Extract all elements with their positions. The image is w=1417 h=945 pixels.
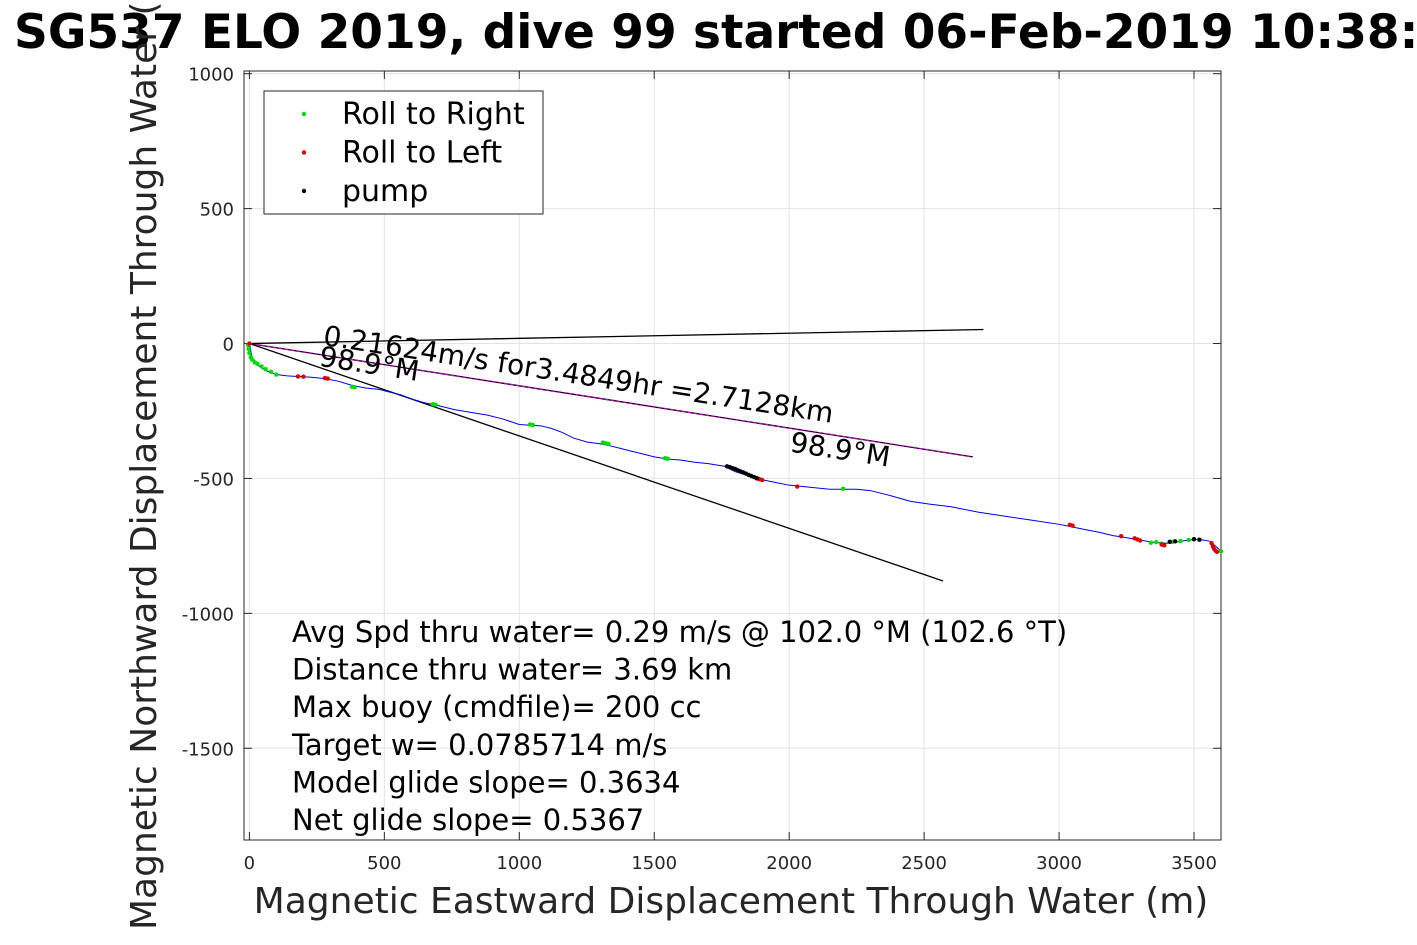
- x-tick-label: 2000: [766, 853, 812, 874]
- depth-avg-current-overlay: [249, 342, 973, 458]
- series-layer: [245, 341, 1224, 555]
- y-tick-label: -1500: [182, 739, 234, 760]
- y-tick-label: -1000: [182, 604, 234, 625]
- roll-to-left-point: [301, 374, 306, 379]
- roll-to-right-point: [263, 366, 268, 372]
- stats-line: Avg Spd thru water= 0.29 m/s @ 102.0 °M …: [292, 615, 1067, 649]
- roll-to-right-point: [255, 361, 260, 366]
- x-tick-label: 1000: [496, 853, 542, 874]
- roll-to-right-point: [247, 350, 252, 356]
- roll-to-right-point: [1148, 540, 1154, 545]
- pump-point: [1191, 536, 1197, 542]
- roll-to-left-point: [1118, 533, 1124, 539]
- x-tick-label: 500: [367, 853, 401, 874]
- stats-line: Target w= 0.0785714 m/s: [291, 728, 667, 762]
- stats-line: Model glide slope= 0.3634: [292, 765, 680, 799]
- x-tick-label: 1500: [631, 853, 677, 874]
- y-axis-label: Magnetic Northward Displacement Through …: [124, 1, 165, 930]
- roll-to-right-point: [246, 346, 251, 352]
- grid-layer: [244, 71, 1221, 840]
- roll-to-right-point: [259, 364, 264, 369]
- roll-to-right-point: [665, 456, 670, 461]
- plot-area: [243, 70, 1222, 841]
- roll-to-right-point: [268, 369, 274, 375]
- tick-layer: 0 500 1000 1500 2000 2500 3000 3500 1000 500 0 -500…: [182, 65, 1221, 874]
- roll-to-left-point: [247, 341, 252, 346]
- roll-to-right-point: [1218, 549, 1224, 554]
- pump-point: [1167, 539, 1172, 545]
- roll-to-right-point: [433, 402, 438, 407]
- line-layer: [249, 328, 984, 582]
- track-line: [248, 343, 1222, 552]
- legend-marker: [301, 111, 307, 117]
- legend-box: [263, 90, 544, 215]
- x-tick-label: 2500: [901, 853, 947, 874]
- roll-to-left-point: [325, 376, 330, 381]
- roll-to-right-point: [274, 372, 279, 377]
- y-tick-label: 1000: [188, 65, 234, 86]
- roll-to-right-point: [840, 486, 846, 491]
- annotation-text: 98.9°M: [788, 426, 892, 474]
- x-axis-label: Magnetic Eastward Displacement Through W…: [254, 881, 1209, 922]
- roll-to-left-point: [1162, 543, 1167, 548]
- x-tick-label: 3000: [1036, 853, 1082, 874]
- roll-to-left-point: [759, 477, 765, 483]
- x-tick-label: 0: [244, 853, 255, 874]
- roll-to-left-point: [1070, 523, 1075, 528]
- pump-point: [1197, 537, 1202, 542]
- stats-line: Net glide slope= 0.5367: [292, 803, 644, 837]
- roll-to-left-point: [1214, 549, 1220, 555]
- y-tick-label: 500: [200, 200, 234, 221]
- legend-label: Roll to Right: [342, 97, 525, 132]
- pump-point: [754, 475, 759, 481]
- legend-label: pump: [342, 174, 428, 209]
- current-vector: [249, 328, 984, 345]
- y-tick-label: 0: [223, 335, 234, 356]
- legend-marker: [301, 188, 307, 194]
- x-tick-label: 3500: [1171, 853, 1217, 874]
- stats-line: Distance thru water= 3.69 km: [292, 653, 732, 687]
- pump-point: [1172, 539, 1178, 544]
- roll-to-right-point: [1186, 537, 1191, 543]
- roll-to-right-point: [606, 441, 611, 447]
- roll-to-left-point: [795, 484, 800, 489]
- roll-to-right-point: [249, 357, 255, 362]
- roll-to-right-point: [1154, 539, 1159, 545]
- roll-to-right-point: [530, 422, 535, 428]
- y-tick-label: -500: [193, 469, 234, 490]
- roll-to-left-point: [1137, 538, 1143, 543]
- legend-marker: [301, 150, 307, 155]
- heading-line: [249, 342, 944, 582]
- stats-box: Avg Spd thru water= 0.29 m/s @ 102.0 °M …: [291, 615, 1067, 837]
- chart-title: SG537 ELO 2019, dive 99 started 06-Feb-2…: [14, 5, 1417, 60]
- roll-to-left-point: [295, 374, 301, 379]
- roll-to-right-point: [1178, 538, 1183, 544]
- roll-to-right-point: [352, 385, 357, 390]
- legend-label: Roll to Left: [342, 136, 502, 171]
- stats-line: Max buoy (cmdfile)= 200 cc: [292, 690, 701, 724]
